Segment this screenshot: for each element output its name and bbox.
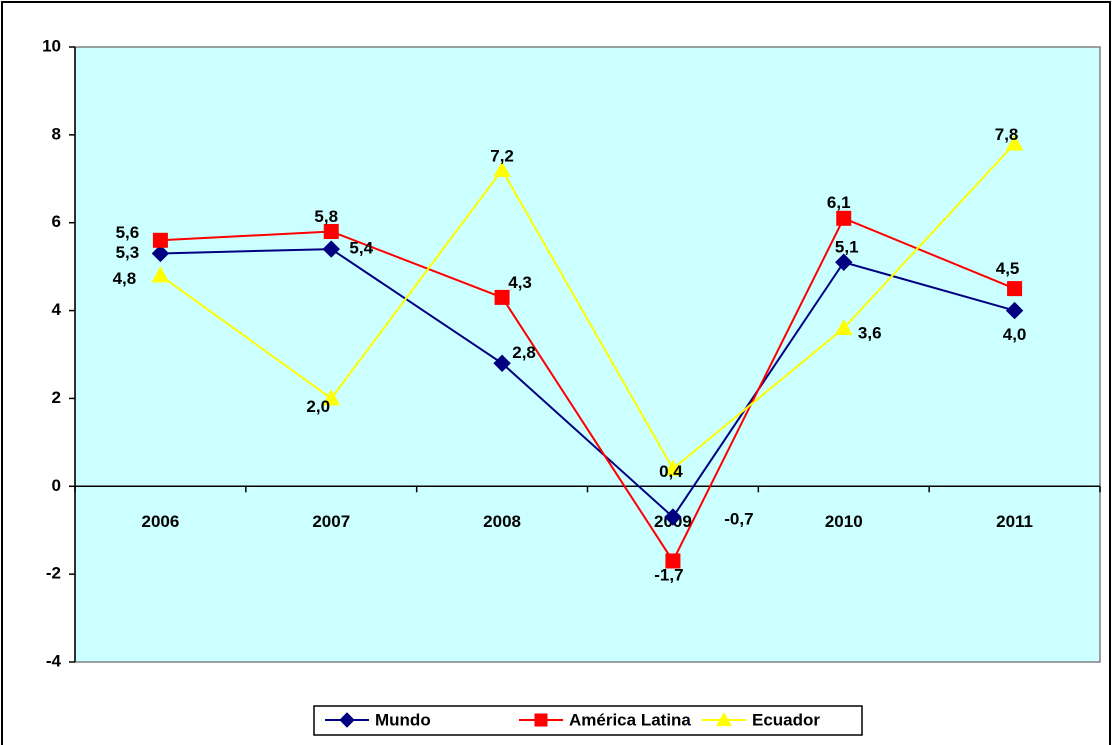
y-tick-label: -4 xyxy=(46,651,62,670)
marker xyxy=(339,712,355,728)
marker xyxy=(152,232,168,248)
y-tick-label: 2 xyxy=(52,388,61,407)
legend-label: Mundo xyxy=(375,710,431,729)
marker xyxy=(322,240,340,258)
data-label: 5,3 xyxy=(116,243,140,262)
data-label: 4,8 xyxy=(113,269,137,288)
x-tick-label: 2008 xyxy=(483,512,521,531)
marker xyxy=(493,354,511,372)
data-label: 4,3 xyxy=(508,273,532,292)
marker xyxy=(151,266,170,283)
marker xyxy=(322,389,341,406)
data-label: 2,0 xyxy=(306,397,330,416)
series-line xyxy=(160,217,1015,563)
marker xyxy=(534,713,548,727)
marker xyxy=(836,210,852,226)
y-tick-label: 8 xyxy=(52,124,61,143)
marker xyxy=(665,553,681,569)
data-label: 0,4 xyxy=(659,462,683,481)
y-tick-label: 4 xyxy=(52,300,62,319)
marker xyxy=(494,289,510,305)
marker xyxy=(664,508,682,526)
marker xyxy=(323,224,339,239)
marker xyxy=(1005,134,1024,151)
data-label: 5,8 xyxy=(314,207,338,226)
legend-box xyxy=(313,705,863,736)
y-tick-label: 10 xyxy=(42,36,61,55)
x-tick-label: 2006 xyxy=(142,512,180,531)
y-tick-label: -2 xyxy=(46,564,61,583)
marker xyxy=(1005,301,1024,320)
marker xyxy=(664,459,682,476)
data-label: 7,2 xyxy=(490,146,514,165)
marker xyxy=(716,711,732,727)
marker xyxy=(835,253,853,271)
series-line xyxy=(159,142,1016,471)
data-label: -1,7 xyxy=(654,565,683,584)
marker xyxy=(1007,281,1023,297)
data-label: 4,5 xyxy=(996,259,1020,278)
data-label: 6,1 xyxy=(827,193,851,212)
marker xyxy=(493,160,511,177)
marker xyxy=(151,244,170,263)
data-label: -0,7 xyxy=(724,510,753,529)
y-tick-label: 0 xyxy=(52,476,61,495)
data-label: 4,0 xyxy=(1003,325,1027,344)
data-label: 5,1 xyxy=(835,238,859,257)
data-label: 2,8 xyxy=(512,343,536,362)
legend-label: Ecuador xyxy=(752,710,820,729)
x-tick-label: 2011 xyxy=(996,512,1033,531)
marker xyxy=(834,319,853,336)
series-line xyxy=(160,248,1015,519)
data-label: 7,8 xyxy=(995,125,1019,144)
data-label: 3,6 xyxy=(858,324,882,343)
data-label: 5,6 xyxy=(116,223,140,242)
legend-label: América Latina xyxy=(569,710,691,729)
y-tick-label: 6 xyxy=(52,212,61,231)
plot-area xyxy=(74,46,1101,663)
x-tick-label: 2007 xyxy=(312,512,350,531)
data-label: 5,4 xyxy=(349,239,373,258)
x-tick-label: 2010 xyxy=(825,512,863,531)
